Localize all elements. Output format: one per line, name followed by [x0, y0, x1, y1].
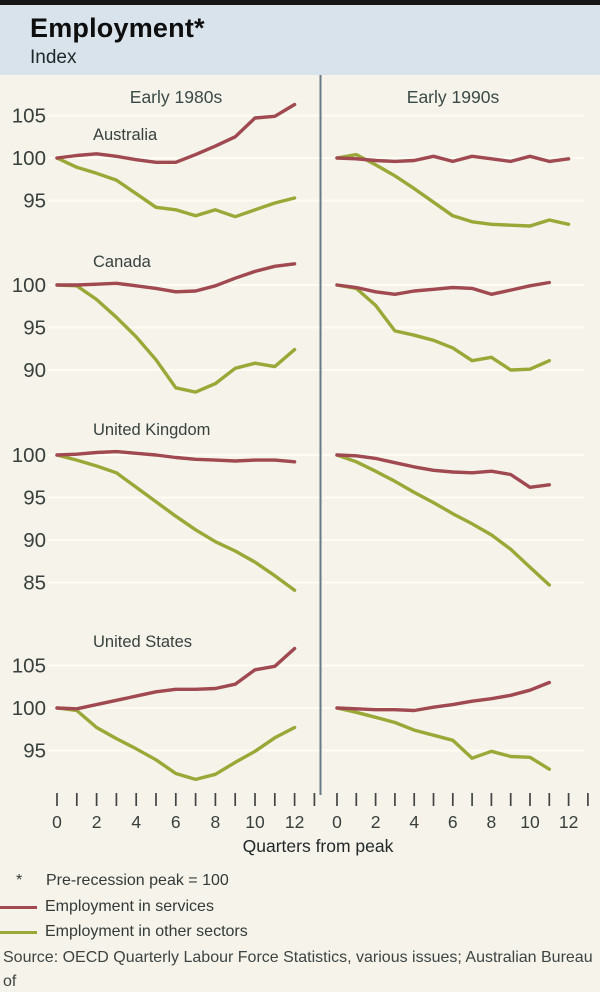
- line-services: [55, 102, 297, 165]
- line-other: [55, 706, 297, 782]
- country-label: Canada: [93, 253, 152, 271]
- y-axis-tick-label: 105: [12, 105, 46, 128]
- services-line-swatch: [0, 905, 37, 909]
- line-other: [55, 156, 297, 219]
- legend-label-services: Employment in services: [45, 898, 214, 915]
- x-axis-tick-label: 0: [332, 812, 342, 832]
- page-title: Employment*: [30, 13, 205, 43]
- footer: * Pre-recession peak = 100 Employment in …: [0, 860, 600, 992]
- y-axis-tick-label: 95: [23, 190, 46, 213]
- y-axis-tick-label: 100: [12, 444, 46, 467]
- legend-item-other-sectors: Employment in other sectors: [0, 923, 600, 941]
- country-label: United States: [93, 633, 192, 651]
- panel-title: Early 1990s: [407, 87, 500, 107]
- footnote-text: Pre-recession peak = 100: [46, 872, 229, 889]
- y-axis-tick-label: 95: [23, 740, 46, 763]
- x-axis-tick-label: 8: [211, 812, 221, 832]
- y-axis-tick-label: 90: [23, 529, 46, 552]
- line-other: [55, 453, 297, 592]
- top-black-bar: [0, 0, 600, 5]
- y-axis-tick-label: 105: [12, 655, 46, 678]
- legend-label-other-sectors: Employment in other sectors: [45, 923, 248, 940]
- country-label: United Kingdom: [93, 421, 210, 439]
- page-subtitle: Index: [30, 47, 77, 68]
- x-axis-tick-label: 0: [52, 812, 62, 832]
- footnote: * Pre-recession peak = 100: [0, 872, 600, 890]
- asterisk-marker: *: [16, 872, 23, 889]
- x-axis-tick-label: 2: [92, 812, 102, 832]
- legend-item-services: Employment in services: [0, 898, 600, 916]
- y-axis-tick-label: 100: [12, 274, 46, 297]
- line-services: [55, 646, 297, 711]
- y-axis-tick-label: 100: [12, 697, 46, 720]
- line-other: [55, 283, 297, 394]
- x-axis-tick-label: 10: [520, 812, 540, 832]
- line-other: [335, 453, 551, 587]
- employment-line-chart: Early 1980s Early 1990s10510095Australia1…: [12, 75, 589, 856]
- line-services: [335, 154, 571, 164]
- panel-title: Early 1980s: [130, 87, 223, 107]
- source-line-1: Source: OECD Quarterly Labour Force Stat…: [3, 949, 593, 990]
- y-axis-tick-label: 95: [23, 487, 46, 510]
- line-other: [335, 152, 571, 228]
- header: Employment* Index: [0, 5, 600, 75]
- x-axis-tick-label: 6: [448, 812, 458, 832]
- x-axis-tick-label: 4: [409, 812, 419, 832]
- y-axis-tick-label: 90: [23, 359, 46, 382]
- line-other: [335, 706, 551, 771]
- line-services: [335, 453, 551, 489]
- chart-area: Early 1980s Early 1990s 105 100 95 Australia 1…: [0, 75, 600, 860]
- x-axis-tick-label: 8: [487, 812, 497, 832]
- line-services: [55, 262, 297, 294]
- country-label: Australia: [93, 126, 158, 144]
- x-axis-tick-label: 12: [559, 812, 578, 832]
- y-axis-tick-label: 85: [23, 572, 46, 595]
- other-sectors-line-swatch: [0, 930, 37, 934]
- line-services: [335, 280, 551, 297]
- y-axis-tick-label: 100: [12, 147, 46, 170]
- x-axis-tick-label: 10: [245, 812, 265, 832]
- y-axis-tick-label: 95: [23, 317, 46, 340]
- x-axis-tick-label: 12: [285, 812, 304, 832]
- line-services: [335, 680, 551, 713]
- source-text: Source: OECD Quarterly Labour Force Stat…: [3, 946, 600, 992]
- line-other: [335, 283, 551, 372]
- x-axis-tick-label: 6: [171, 812, 181, 832]
- x-axis-tick-label: 4: [131, 812, 141, 832]
- x-axis-tick-label: 2: [371, 812, 381, 832]
- x-axis-title: Quarters from peak: [243, 836, 394, 856]
- line-services: [55, 449, 297, 464]
